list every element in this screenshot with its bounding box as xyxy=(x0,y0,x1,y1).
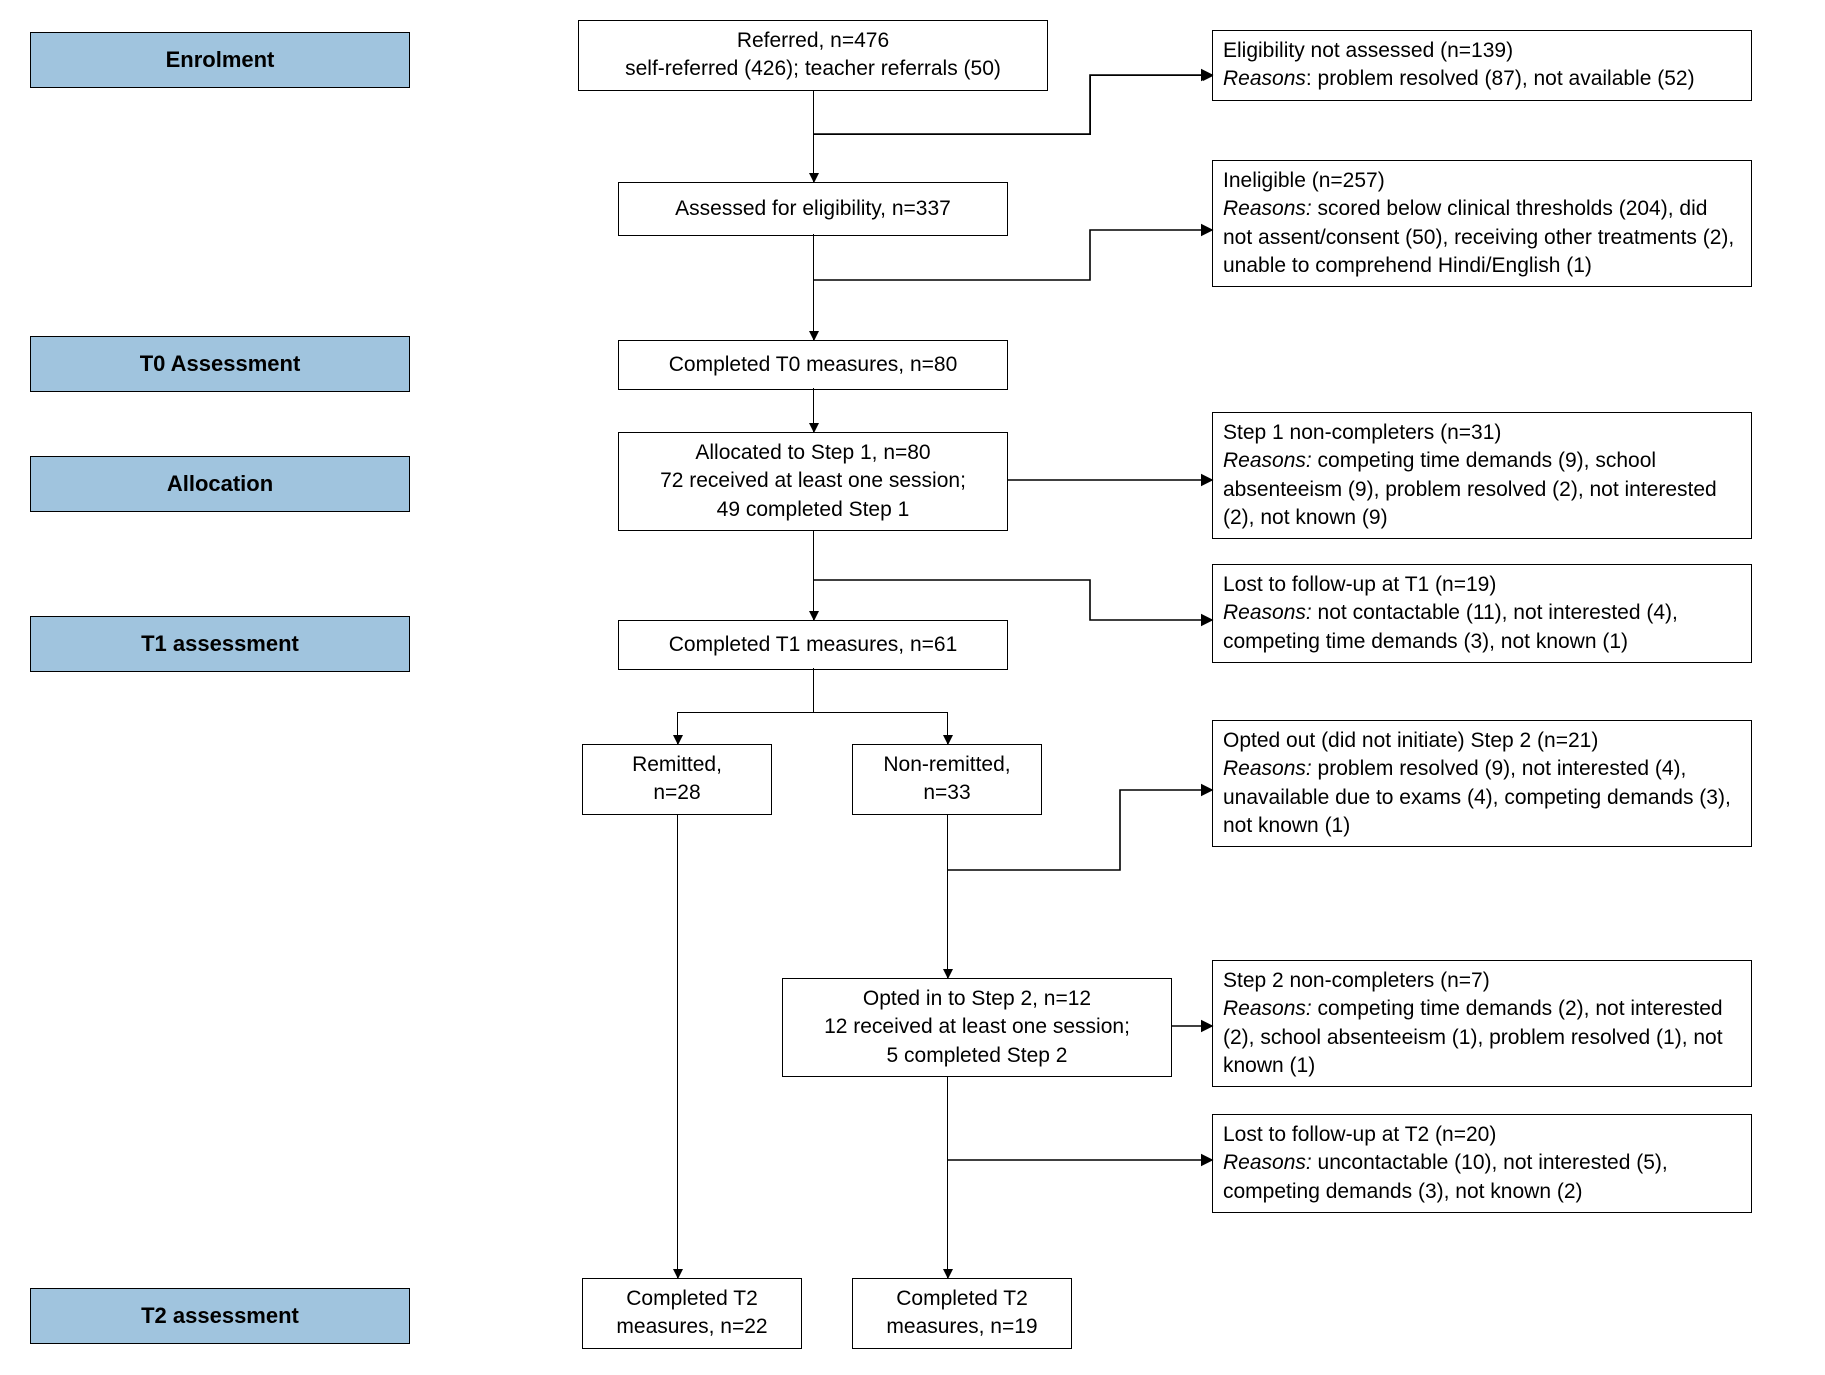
line xyxy=(813,668,814,712)
body: : problem resolved (87), not available (… xyxy=(1306,67,1695,90)
side-opted-out: Opted out (did not initiate) Step 2 (n=2… xyxy=(1212,720,1752,847)
title: Lost to follow-up at T2 (n=20) xyxy=(1223,1123,1496,1146)
stage-t1: T1 assessment xyxy=(30,616,410,672)
flowchart-canvas: Enrolment T0 Assessment Allocation T1 as… xyxy=(20,20,1805,1355)
text: 12 received at least one session; xyxy=(824,1015,1130,1038)
stage-label-text: Allocation xyxy=(167,471,273,496)
text: n=33 xyxy=(923,781,970,804)
text: n=28 xyxy=(653,781,700,804)
stage-label-text: T2 assessment xyxy=(141,1303,299,1328)
box-completed-t0: Completed T0 measures, n=80 xyxy=(618,340,1008,390)
text: 5 completed Step 2 xyxy=(887,1044,1068,1067)
text: Allocated to Step 1, n=80 xyxy=(695,441,930,464)
text: Completed T0 measures, n=80 xyxy=(669,353,958,376)
text: Non-remitted, xyxy=(883,753,1010,776)
arrow xyxy=(813,388,814,432)
reasons-label: Reasons: xyxy=(1223,601,1312,624)
line xyxy=(1090,90,1091,134)
title: Step 1 non-completers (n=31) xyxy=(1223,421,1501,444)
text: Assessed for eligibility, n=337 xyxy=(675,197,951,220)
box-opted-in: Opted in to Step 2, n=12 12 received at … xyxy=(782,978,1172,1077)
text: Completed T2 xyxy=(896,1287,1028,1310)
reasons-label: Reasons: xyxy=(1223,997,1312,1020)
stage-t0: T0 Assessment xyxy=(30,336,410,392)
stage-allocation: Allocation xyxy=(30,456,410,512)
box-t2-right: Completed T2 measures, n=19 xyxy=(852,1278,1072,1349)
text: Opted in to Step 2, n=12 xyxy=(863,987,1091,1010)
side-elig-not-assessed: Eligibility not assessed (n=139) Reasons… xyxy=(1212,30,1752,101)
arrow xyxy=(813,234,814,340)
box-remitted: Remitted, n=28 xyxy=(582,744,772,815)
text: self-referred (426); teacher referrals (… xyxy=(625,57,1001,80)
side-lost-t2: Lost to follow-up at T2 (n=20) Reasons: … xyxy=(1212,1114,1752,1213)
box-nonremitted: Non-remitted, n=33 xyxy=(852,744,1042,815)
reasons-label: Reasons: xyxy=(1223,757,1312,780)
text: Completed T1 measures, n=61 xyxy=(669,633,958,656)
stage-label-text: Enrolment xyxy=(166,47,275,72)
text: Referred, n=476 xyxy=(737,29,889,52)
side-step2-nc: Step 2 non-completers (n=7) Reasons: com… xyxy=(1212,960,1752,1087)
title: Ineligible (n=257) xyxy=(1223,169,1385,192)
arrow xyxy=(677,712,678,744)
reasons-label: Reasons: xyxy=(1223,197,1312,220)
box-assessed: Assessed for eligibility, n=337 xyxy=(618,182,1008,236)
title: Lost to follow-up at T1 (n=19) xyxy=(1223,573,1496,596)
text: 49 completed Step 1 xyxy=(717,498,910,521)
text: Remitted, xyxy=(632,753,722,776)
text: measures, n=22 xyxy=(616,1315,767,1338)
arrow xyxy=(1090,75,1212,76)
box-referred: Referred, n=476 self-referred (426); tea… xyxy=(578,20,1048,91)
box-completed-t1: Completed T1 measures, n=61 xyxy=(618,620,1008,670)
box-t2-left: Completed T2 measures, n=22 xyxy=(582,1278,802,1349)
stage-t2: T2 assessment xyxy=(30,1288,410,1344)
arrow xyxy=(947,1076,948,1278)
arrow xyxy=(813,90,814,182)
text: 72 received at least one session; xyxy=(660,469,966,492)
side-lost-t1: Lost to follow-up at T1 (n=19) Reasons: … xyxy=(1212,564,1752,663)
arrow xyxy=(677,814,678,1278)
stage-label-text: T0 Assessment xyxy=(140,351,301,376)
line xyxy=(813,134,1091,135)
arrow xyxy=(947,712,948,744)
title: Eligibility not assessed (n=139) xyxy=(1223,39,1513,62)
title: Opted out (did not initiate) Step 2 (n=2… xyxy=(1223,729,1598,752)
stage-label-text: T1 assessment xyxy=(141,631,299,656)
arrow xyxy=(813,530,814,620)
reasons-label: Reasons xyxy=(1223,67,1306,90)
box-allocated: Allocated to Step 1, n=80 72 received at… xyxy=(618,432,1008,531)
title: Step 2 non-completers (n=7) xyxy=(1223,969,1490,992)
line xyxy=(1090,75,1091,90)
side-step1-nc: Step 1 non-completers (n=31) Reasons: co… xyxy=(1212,412,1752,539)
side-ineligible: Ineligible (n=257) Reasons: scored below… xyxy=(1212,160,1752,287)
text: measures, n=19 xyxy=(886,1315,1037,1338)
stage-enrolment: Enrolment xyxy=(30,32,410,88)
reasons-label: Reasons: xyxy=(1223,1151,1312,1174)
reasons-label: Reasons: xyxy=(1223,449,1312,472)
line xyxy=(677,712,947,713)
text: Completed T2 xyxy=(626,1287,758,1310)
arrow xyxy=(947,814,948,978)
